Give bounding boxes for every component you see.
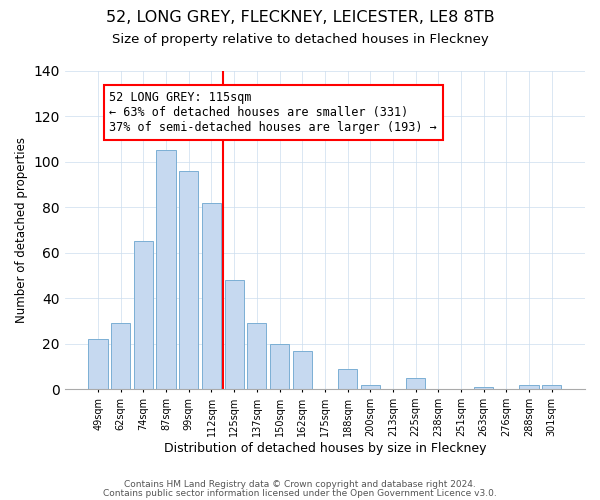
Bar (338, 369, 357, 390)
Text: Size of property relative to detached houses in Fleckney: Size of property relative to detached ho… (112, 32, 488, 46)
Bar (111, 324, 130, 390)
Text: Contains public sector information licensed under the Open Government Licence v3: Contains public sector information licen… (103, 488, 497, 498)
Bar (520, 385, 539, 390)
Text: Contains HM Land Registry data © Crown copyright and database right 2024.: Contains HM Land Registry data © Crown c… (124, 480, 476, 489)
Bar (88, 339, 108, 390)
Bar (157, 150, 176, 390)
Bar (224, 280, 244, 390)
Bar (179, 170, 199, 390)
Y-axis label: Number of detached properties: Number of detached properties (15, 137, 28, 323)
Text: 52 LONG GREY: 115sqm
← 63% of detached houses are smaller (331)
37% of semi-deta: 52 LONG GREY: 115sqm ← 63% of detached h… (109, 91, 437, 134)
Bar (406, 378, 425, 390)
Bar (293, 350, 312, 390)
Text: 52, LONG GREY, FLECKNEY, LEICESTER, LE8 8TB: 52, LONG GREY, FLECKNEY, LEICESTER, LE8 … (106, 10, 494, 25)
Bar (202, 202, 221, 390)
Bar (361, 385, 380, 390)
Bar (134, 242, 153, 390)
Bar (474, 387, 493, 390)
Bar (542, 385, 562, 390)
Bar (270, 344, 289, 390)
Bar (247, 324, 266, 390)
X-axis label: Distribution of detached houses by size in Fleckney: Distribution of detached houses by size … (164, 442, 486, 455)
